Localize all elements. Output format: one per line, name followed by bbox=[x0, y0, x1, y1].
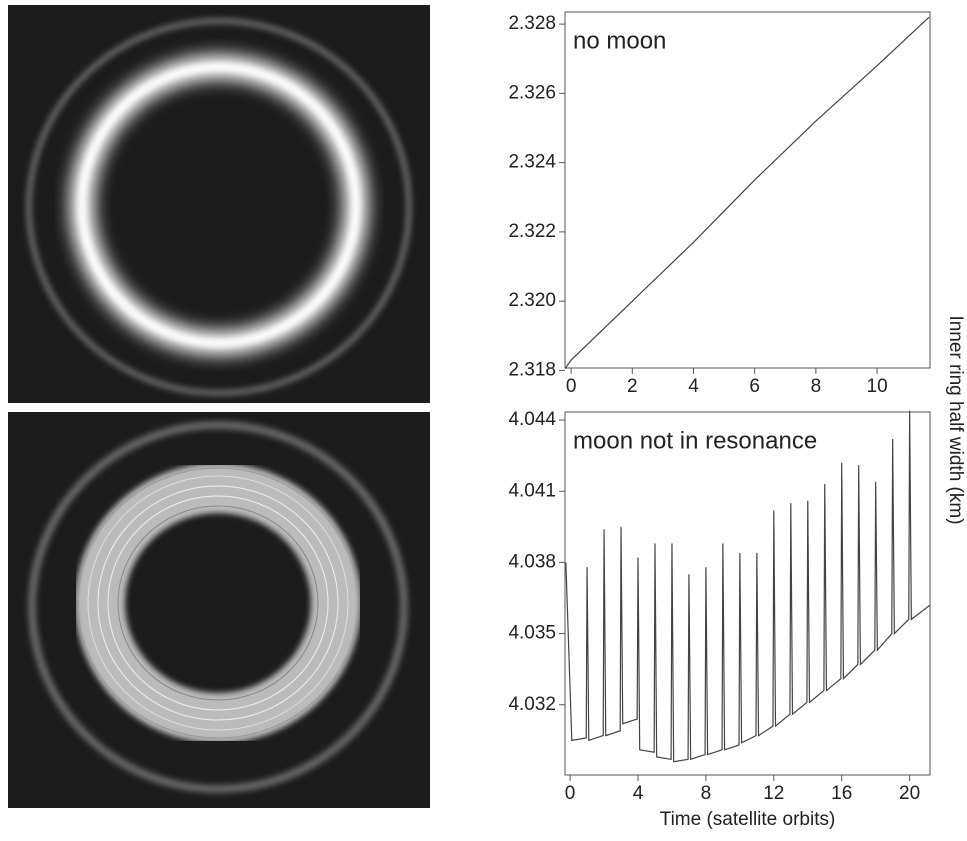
annotation: moon not in resonance bbox=[573, 427, 817, 454]
x-tick-label: 4 bbox=[633, 783, 644, 804]
annotation: no moon bbox=[573, 27, 666, 54]
x-tick-label: 16 bbox=[831, 783, 852, 804]
y-tick-label: 2.328 bbox=[508, 13, 556, 34]
data-line bbox=[565, 410, 931, 763]
x-tick-label: 8 bbox=[701, 783, 712, 804]
y-tick-label: 4.038 bbox=[508, 551, 556, 572]
contour bbox=[87, 475, 349, 731]
y-axis-label: Inner ring half width (km) bbox=[945, 315, 966, 524]
x-tick-label: 4 bbox=[688, 376, 699, 397]
contour bbox=[97, 485, 339, 721]
x-tick-label: 20 bbox=[899, 783, 920, 804]
y-tick-label: 2.322 bbox=[508, 221, 556, 242]
top-image bbox=[8, 5, 430, 403]
x-tick-label: 12 bbox=[763, 783, 784, 804]
x-tick-label: 2 bbox=[627, 376, 638, 397]
outer-ring bbox=[28, 421, 408, 793]
y-tick-label: 2.326 bbox=[508, 82, 556, 103]
y-tick-label: 4.035 bbox=[508, 623, 556, 644]
outer-ring bbox=[26, 18, 412, 396]
y-tick-label: 2.320 bbox=[508, 290, 556, 311]
data-line bbox=[564, 16, 930, 370]
x-tick-label: 6 bbox=[749, 376, 760, 397]
contour bbox=[107, 495, 329, 711]
inner-ring-core bbox=[78, 63, 360, 347]
x-tick-label: 8 bbox=[811, 376, 822, 397]
x-tick-label: 0 bbox=[565, 783, 576, 804]
y-tick-label: 4.044 bbox=[508, 409, 556, 430]
bottom-image bbox=[8, 412, 430, 808]
y-tick-label: 4.032 bbox=[508, 694, 556, 715]
contour bbox=[117, 505, 319, 701]
contour bbox=[77, 467, 359, 739]
plot-frame bbox=[564, 411, 931, 776]
y-tick-label: 2.318 bbox=[508, 359, 556, 380]
inner-ring bbox=[75, 463, 361, 743]
plot-frame bbox=[564, 11, 931, 369]
y-tick-label: 4.041 bbox=[508, 480, 556, 501]
x-axis-label: Time (satellite orbits) bbox=[660, 809, 836, 830]
x-tick-label: 0 bbox=[566, 376, 577, 397]
y-tick-label: 2.324 bbox=[508, 152, 556, 173]
x-tick-label: 10 bbox=[867, 376, 888, 397]
